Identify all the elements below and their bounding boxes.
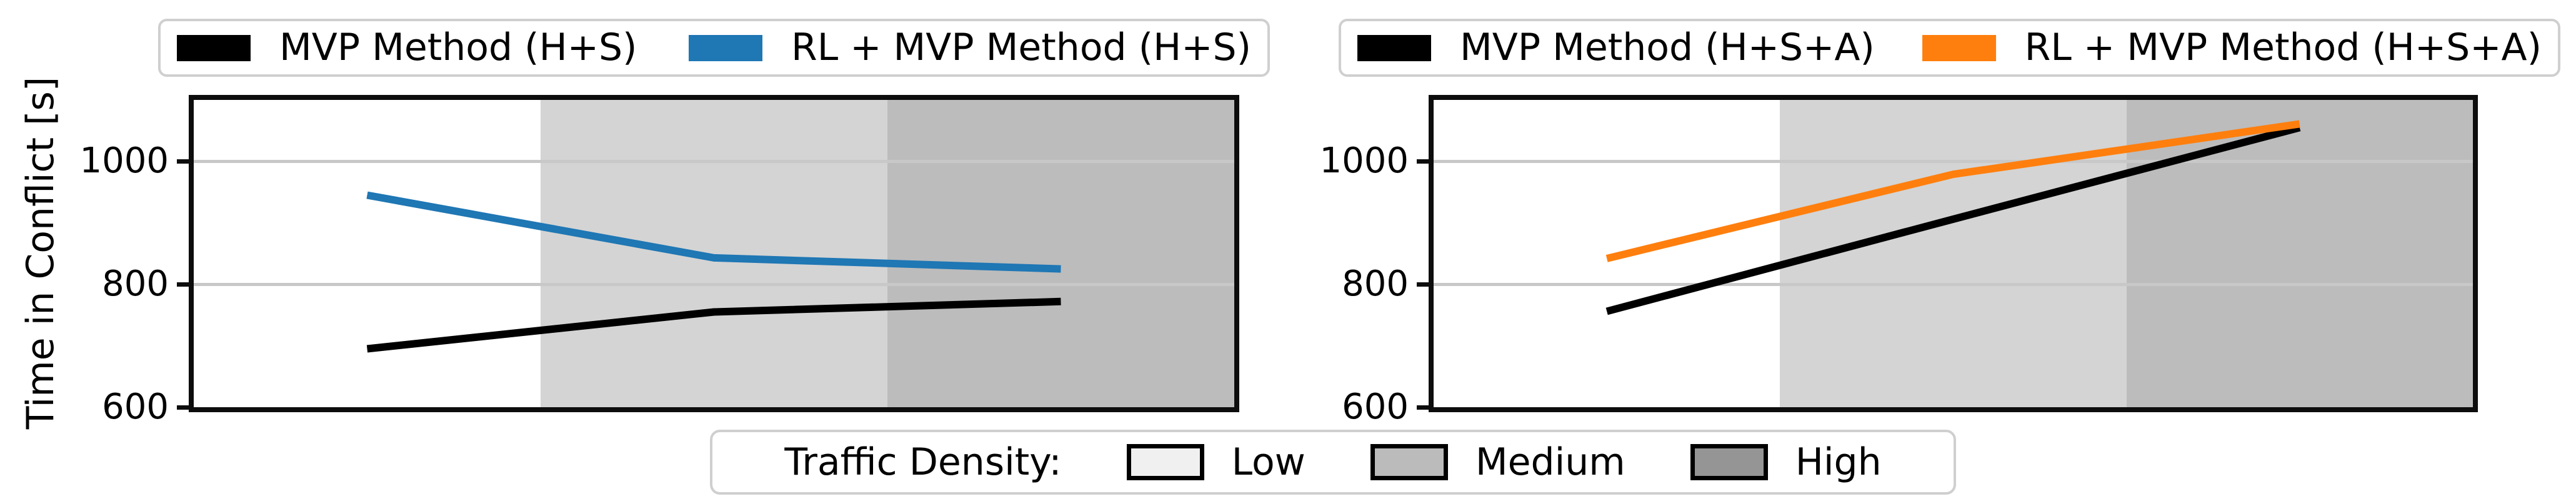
band-medium-density	[540, 100, 887, 407]
tick-mark	[1417, 282, 1429, 287]
density-legend-title: Traffic Density:	[784, 440, 1062, 484]
band-low-density	[194, 100, 541, 407]
y-tick-label: 800	[102, 264, 169, 304]
legend-left-panel: MVP Method (H+S) RL + MVP Method (H+S)	[158, 19, 1270, 77]
gridline-800	[1434, 283, 2473, 286]
plot-area	[1434, 100, 2473, 407]
legend-entry: MVP Method (H+S+A)	[1357, 21, 1875, 74]
legend-label: MVP Method (H+S)	[279, 26, 637, 69]
y-tick-label: 800	[1342, 264, 1409, 304]
legend-entry: RL + MVP Method (H+S+A)	[1922, 21, 2542, 74]
plot-area	[194, 100, 1234, 407]
density-patch-medium	[1370, 444, 1448, 480]
plot-right	[1429, 95, 2478, 412]
y-tick-label: 1000	[1319, 141, 1409, 181]
legend-entry: RL + MVP Method (H+S)	[689, 21, 1251, 74]
band-high-density	[887, 100, 1234, 407]
y-tick-label: 600	[102, 387, 169, 427]
line-series-right	[1605, 120, 2301, 315]
density-item-low: Low	[1126, 440, 1305, 484]
gridline-800	[194, 283, 1234, 286]
tick-mark	[1417, 159, 1429, 164]
gridline-1000	[1434, 160, 2473, 163]
legend-swatch-rl-mvp-hsa	[1922, 34, 1996, 61]
density-label: High	[1795, 440, 1882, 484]
tick-mark	[1417, 405, 1429, 410]
legend-entry: MVP Method (H+S)	[177, 21, 637, 74]
density-patch-low	[1126, 444, 1204, 480]
band-high-density	[2126, 100, 2473, 407]
tick-mark	[177, 282, 189, 287]
y-tick-label: 600	[1342, 387, 1409, 427]
tick-mark	[177, 405, 189, 410]
density-item-medium: Medium	[1370, 440, 1625, 484]
density-label: Medium	[1475, 440, 1625, 484]
line-series-left	[366, 191, 1061, 353]
legend-label: RL + MVP Method (H+S+A)	[2024, 26, 2542, 69]
plot-left	[189, 95, 1239, 412]
legend-right-panel: MVP Method (H+S+A) RL + MVP Method (H+S+…	[1339, 19, 2560, 77]
band-low-density	[1434, 100, 1780, 407]
legend-label: MVP Method (H+S+A)	[1460, 26, 1875, 69]
legend-swatch-rl-mvp-hs	[689, 34, 762, 61]
density-patch-high	[1690, 444, 1768, 480]
density-item-high: High	[1690, 440, 1882, 484]
density-legend: Traffic Density: Low Medium High	[710, 430, 1956, 495]
legend-swatch-mvp-hsa	[1357, 34, 1431, 61]
legend-label: RL + MVP Method (H+S)	[791, 26, 1251, 69]
tick-mark	[177, 159, 189, 164]
y-tick-label: 1000	[79, 141, 169, 181]
legend-swatch-mvp-hs	[177, 34, 251, 61]
density-label: Low	[1231, 440, 1305, 484]
gridline-1000	[194, 160, 1234, 163]
